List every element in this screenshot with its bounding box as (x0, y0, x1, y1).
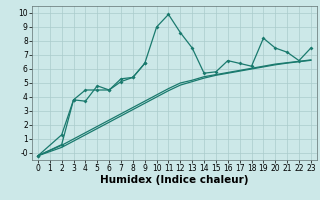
X-axis label: Humidex (Indice chaleur): Humidex (Indice chaleur) (100, 175, 249, 185)
